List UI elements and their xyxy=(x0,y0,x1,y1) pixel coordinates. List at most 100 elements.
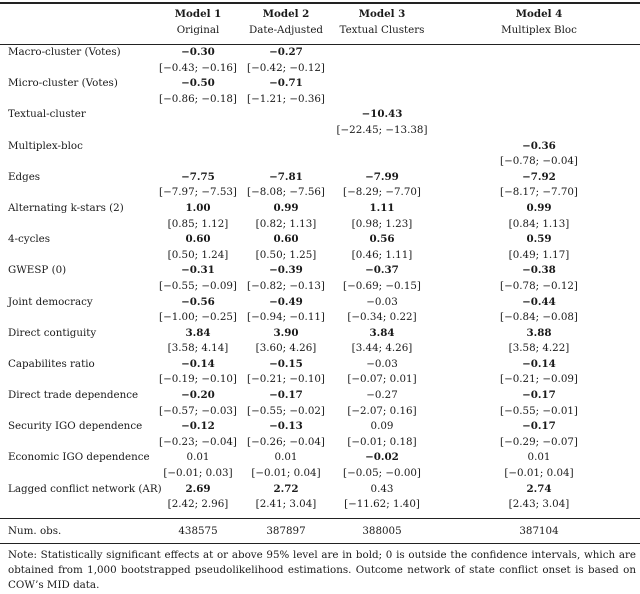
coefficient-cell: −0.27 xyxy=(269,46,303,58)
coefficient-cell: −0.37 xyxy=(365,264,399,277)
confidence-interval-cell: [−0.23; −0.04] xyxy=(159,435,237,448)
empty-cell xyxy=(150,123,246,139)
table-row-ci: [−0.78; −0.04] xyxy=(0,154,640,170)
num-obs-value: 387897 xyxy=(266,525,306,537)
empty-cell xyxy=(326,61,438,77)
confidence-interval-cell: [−0.01; 0.04] xyxy=(251,467,321,480)
table-row-estimate: Economic IGO dependence 0.01 0.01 −0.02 0.01 xyxy=(0,450,640,466)
confidence-interval-cell: [−0.86; −0.18] xyxy=(159,92,237,105)
confidence-interval-cell: [−0.57; −0.03] xyxy=(159,404,237,417)
variable-label: 4-cycles xyxy=(8,233,51,246)
table-row-ci: [−0.43; −0.16] [−0.42; −0.12] xyxy=(0,61,640,77)
coefficient-cell: −0.13 xyxy=(269,420,303,433)
confidence-interval-cell: [−0.05; −0.00] xyxy=(343,467,421,480)
variable-label: Economic IGO dependence xyxy=(8,451,150,464)
empty-cell xyxy=(438,107,640,123)
variable-label: Security IGO dependence xyxy=(8,420,143,433)
coefficient-cell: −0.44 xyxy=(522,295,556,308)
table-row-estimate: Textual-cluster −10.43 xyxy=(0,107,640,123)
confidence-interval-cell: [0.46; 1.11] xyxy=(351,248,413,261)
empty-cell xyxy=(0,248,150,264)
confidence-interval-cell: [−0.69; −0.15] xyxy=(343,279,421,292)
coefficient-cell: −0.36 xyxy=(522,139,556,152)
table-body: Macro-cluster (Votes) −0.30 −0.27 [−0.43; −… xyxy=(0,45,640,513)
variable-label: Alternating k-stars (2) xyxy=(8,201,124,214)
coefficient-cell: 0.56 xyxy=(369,233,395,246)
table-header: Model 1 Model 2 Model 3 Model 4 Original… xyxy=(0,6,640,38)
empty-cell xyxy=(326,154,438,170)
coefficient-cell: −0.50 xyxy=(181,77,215,90)
model-1-subheader: Original xyxy=(176,24,220,36)
variable-label: Edges xyxy=(8,170,41,183)
coefficient-cell: 2.69 xyxy=(185,482,211,495)
table-row-ci: [−22.45; −13.38] xyxy=(0,123,640,139)
empty-cell xyxy=(150,139,246,155)
confidence-interval-cell: [−8.17; −7.70] xyxy=(500,186,578,199)
confidence-interval-cell: [−0.55; −0.02] xyxy=(247,404,325,417)
empty-cell xyxy=(0,217,150,233)
coefficient-cell: −0.15 xyxy=(269,357,303,370)
table-row-estimate: Multiplex-bloc −0.36 xyxy=(0,139,640,155)
model-3-header: Model 3 xyxy=(358,8,406,20)
coefficient-cell: 1.00 xyxy=(185,201,211,214)
confidence-interval-cell: [−0.55; −0.09] xyxy=(159,279,237,292)
empty-cell xyxy=(0,497,150,513)
confidence-interval-cell: [0.84; 1.13] xyxy=(508,217,570,230)
coefficient-cell: −0.20 xyxy=(181,389,215,402)
table-row-estimate: Alternating k-stars (2) 1.00 0.99 1.11 0.99 xyxy=(0,201,640,217)
table-row-ci: [0.85; 1.12] [0.82; 1.13] [0.98; 1.23] [0.8… xyxy=(0,217,640,233)
confidence-interval-cell: [−11.62; 1.40] xyxy=(344,498,420,511)
empty-cell xyxy=(0,61,150,77)
confidence-interval-cell: [−0.42; −0.12] xyxy=(247,61,325,74)
coefficient-cell: 3.84 xyxy=(369,326,395,339)
model-4-subheader: Multiplex Bloc xyxy=(501,24,577,36)
coefficient-cell: −0.27 xyxy=(366,389,398,402)
coefficient-cell: −0.17 xyxy=(522,420,556,433)
empty-cell xyxy=(438,123,640,139)
variable-label: Lagged conflict network (AR) xyxy=(8,482,162,495)
table-row-ci: [−0.86; −0.18] [−1.21; −0.36] xyxy=(0,92,640,108)
coefficient-cell: 2.72 xyxy=(273,482,299,495)
coefficient-cell: 0.01 xyxy=(186,451,210,464)
coefficient-cell: −0.71 xyxy=(269,77,303,90)
model-2-subheader: Date-Adjusted xyxy=(248,24,324,36)
empty-cell xyxy=(0,92,150,108)
confidence-interval-cell: [2.42; 2.96] xyxy=(167,498,229,511)
empty-cell xyxy=(0,341,150,357)
confidence-interval-cell: [−0.78; −0.12] xyxy=(500,279,578,292)
empty-cell xyxy=(150,154,246,170)
confidence-interval-cell: [−0.26; −0.04] xyxy=(247,435,325,448)
coefficient-cell: −0.30 xyxy=(181,46,215,58)
confidence-interval-cell: [−8.08; −7.56] xyxy=(247,186,325,199)
table-row-ci: [−0.01; 0.03] [−0.01; 0.04] [−0.05; −0.00]… xyxy=(0,466,640,482)
coefficient-cell: 0.60 xyxy=(185,233,211,246)
model-3-subheader: Textual Clusters xyxy=(339,24,425,36)
table-row-estimate: Micro-cluster (Votes) −0.50 −0.71 xyxy=(0,76,640,92)
variable-label: Joint democracy xyxy=(8,295,93,308)
coefficient-cell: 3.88 xyxy=(526,326,552,339)
confidence-interval-cell: [−0.78; −0.04] xyxy=(500,155,578,168)
coefficient-cell: 1.11 xyxy=(369,201,395,214)
coefficient-cell: −0.49 xyxy=(269,295,303,308)
empty-cell xyxy=(246,139,326,155)
empty-cell xyxy=(438,45,640,61)
confidence-interval-cell: [3.44; 4.26] xyxy=(351,342,413,355)
coefficient-cell: −0.38 xyxy=(522,264,556,277)
confidence-interval-cell: [0.50; 1.25] xyxy=(255,248,317,261)
empty-cell xyxy=(246,123,326,139)
coefficient-cell: −0.17 xyxy=(269,389,303,402)
confidence-interval-cell: [−0.21; −0.10] xyxy=(247,373,325,386)
table-row-estimate: Joint democracy −0.56 −0.49 −0.03 −0.44 xyxy=(0,295,640,311)
confidence-interval-cell: [3.58; 4.22] xyxy=(508,342,570,355)
confidence-interval-cell: [−2.07; 0.16] xyxy=(347,404,417,417)
empty-cell xyxy=(438,76,640,92)
empty-cell xyxy=(438,92,640,108)
empty-cell xyxy=(326,139,438,155)
num-obs-value: 438575 xyxy=(178,525,218,537)
empty-cell xyxy=(0,123,150,139)
coefficient-cell: 0.01 xyxy=(274,451,298,464)
coefficient-cell: −0.12 xyxy=(181,420,215,433)
confidence-interval-cell: [−0.34; 0.22] xyxy=(347,311,417,324)
model-4-header: Model 4 xyxy=(515,8,563,20)
empty-cell xyxy=(246,154,326,170)
